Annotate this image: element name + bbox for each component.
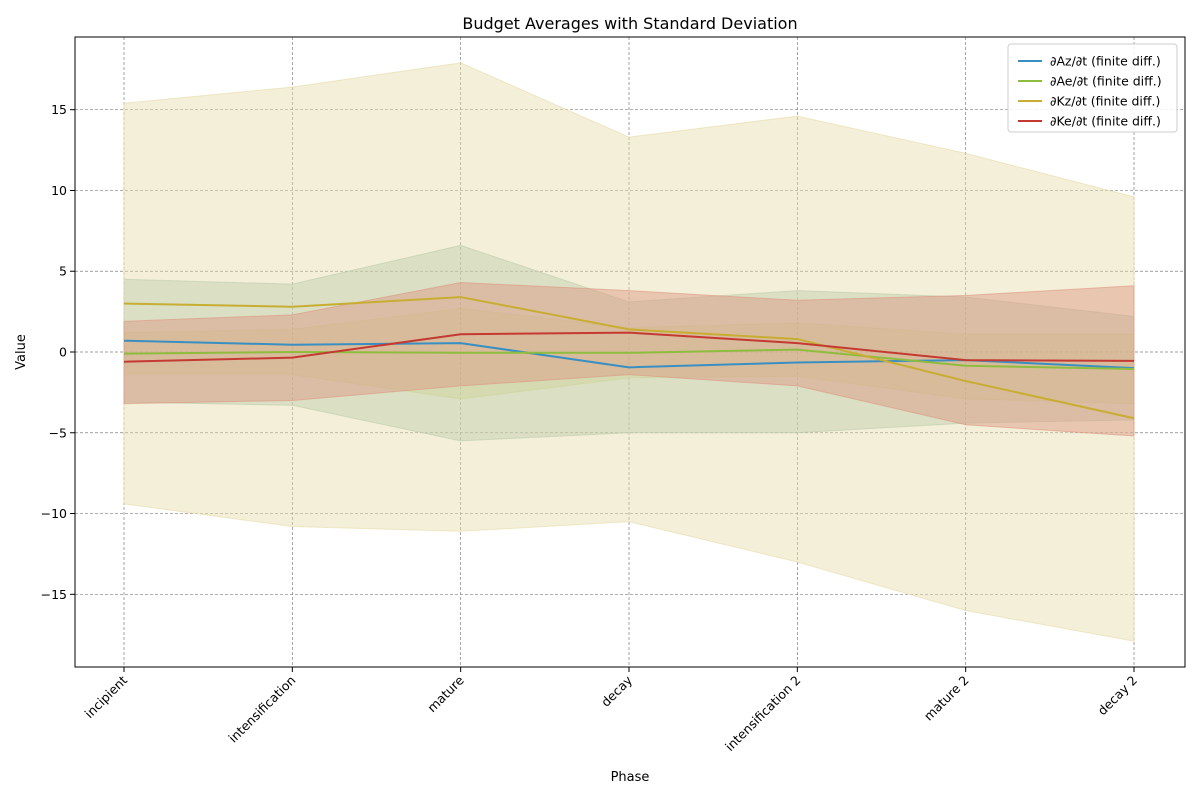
series-lines: [123, 296, 1135, 420]
legend-label: ∂Az/∂t (finite diff.): [1050, 54, 1161, 69]
std-band: [123, 282, 1135, 437]
y-tick-label: 5: [59, 264, 67, 279]
y-tick-label: 15: [51, 102, 67, 117]
x-axis-title: Phase: [611, 770, 650, 785]
x-ticks: incipient intensification mature decay inten…: [82, 667, 1141, 754]
y-tick-label: 0: [59, 345, 67, 360]
y-axis-title: Value: [14, 334, 29, 370]
y-tick-label: −15: [41, 587, 67, 602]
y-ticks: −15 −10 −5 0 5 10 15: [41, 102, 75, 602]
legend: ∂Az/∂t (finite diff.) ∂Ae/∂t (finite diff…: [1007, 43, 1178, 133]
y-tick-label: −10: [41, 506, 67, 521]
y-tick-label: 10: [51, 183, 67, 198]
x-tick-label: intensification 2: [722, 673, 803, 754]
series-line: [123, 348, 1135, 370]
legend-label: ∂Kz/∂t (finite diff.): [1050, 94, 1160, 109]
x-tick-label: mature 2: [921, 673, 972, 724]
x-tick-label: intensification: [225, 673, 298, 746]
x-tick-label: decay: [598, 672, 636, 710]
legend-label: ∂Ke/∂t (finite diff.): [1050, 114, 1161, 129]
y-tick-label: −5: [49, 425, 67, 440]
legend-label: ∂Ae/∂t (finite diff.): [1050, 74, 1162, 89]
x-tick-label: incipient: [82, 672, 131, 721]
legend-frame: [1007, 43, 1178, 133]
series-line: [123, 296, 1135, 420]
x-tick-label: mature: [424, 672, 467, 715]
x-tick-label: decay 2: [1095, 673, 1141, 719]
series-line: [123, 331, 1135, 363]
chart-title: Budget Averages with Standard Deviation: [462, 14, 797, 33]
